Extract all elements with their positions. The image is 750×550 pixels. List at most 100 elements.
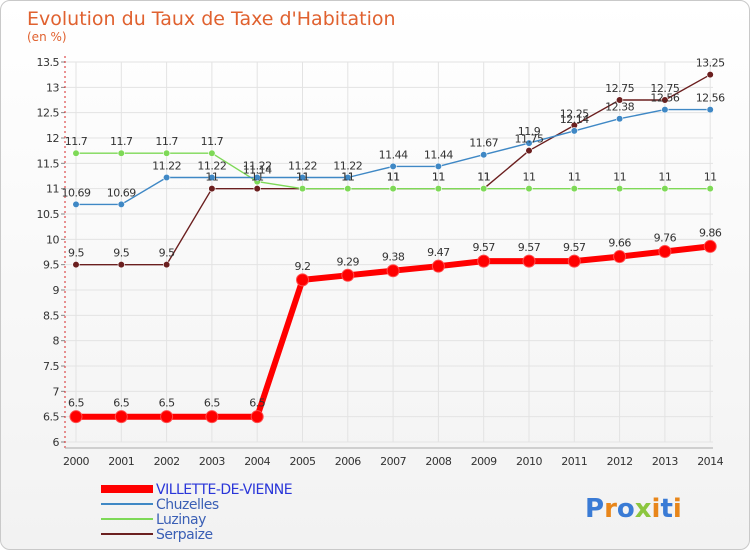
y-tick-label: 8.5	[43, 309, 59, 322]
data-label: 9.57	[518, 241, 541, 254]
data-label: 11.22	[243, 160, 272, 173]
data-label: 12.25	[560, 107, 589, 120]
y-tick-label: 11.5	[37, 157, 60, 170]
data-point	[434, 162, 443, 170]
legend-label: Serpaize	[156, 527, 213, 543]
data-label: 11.67	[469, 137, 498, 150]
chart-title: Evolution du Taux de Taxe d'Habitation	[27, 8, 396, 30]
data-label: 11.22	[152, 160, 181, 173]
data-point	[298, 185, 307, 193]
x-tick-label: 2009	[471, 455, 497, 468]
data-point	[114, 410, 128, 424]
legend-label: VILLETTE-DE-VIENNE	[156, 482, 292, 498]
data-point	[72, 149, 80, 157]
x-tick-label: 2008	[425, 455, 451, 468]
logo-letter: o	[617, 494, 635, 524]
data-label: 11.22	[197, 160, 226, 173]
series-lines	[69, 71, 717, 424]
x-tick-label: 2010	[516, 455, 542, 468]
data-label: 12.75	[605, 82, 634, 95]
data-point	[389, 185, 397, 193]
logo-letter: i	[673, 494, 682, 524]
x-tick-label: 2011	[561, 455, 587, 468]
data-label: 11	[613, 171, 626, 184]
data-label: 11	[658, 171, 671, 184]
data-point	[615, 185, 624, 193]
data-label: 11.7	[65, 135, 88, 148]
data-point	[344, 185, 352, 193]
data-label: 9.2	[295, 260, 311, 273]
x-tick-label: 2014	[697, 455, 723, 468]
data-label: 11.7	[155, 135, 178, 148]
data-label: 10.69	[62, 186, 91, 199]
data-point	[613, 250, 627, 264]
y-tick-label: 11	[46, 183, 59, 196]
data-point	[253, 173, 261, 182]
data-point	[658, 244, 672, 258]
data-point	[389, 162, 397, 170]
data-point	[522, 254, 536, 268]
data-label: 9.29	[337, 255, 360, 268]
data-point	[480, 185, 488, 193]
data-labels: 10.69 10.69 11.22 11.22 11.22 11.22 11.22 11.44…	[62, 57, 726, 410]
data-point	[615, 96, 624, 104]
data-label: 11	[704, 171, 717, 184]
y-tick-label: 7.5	[43, 360, 59, 373]
data-label: 12.56	[696, 92, 725, 105]
data-point	[386, 264, 400, 278]
data-point	[344, 173, 352, 182]
logo-letter: r	[604, 494, 617, 524]
data-point	[477, 254, 491, 268]
logo-letter: P	[585, 494, 604, 524]
grid	[65, 61, 713, 443]
x-tick-label: 2004	[244, 455, 270, 468]
data-point	[341, 268, 355, 282]
data-point	[163, 149, 171, 157]
data-label: 13.25	[696, 57, 725, 70]
x-tick-label: 2013	[652, 455, 678, 468]
data-label: 9.57	[563, 241, 586, 254]
legend-label: Chuzelles	[156, 497, 219, 513]
x-tick-label: 2005	[290, 455, 316, 468]
logo-letter: x	[635, 494, 652, 524]
data-label: 11.9	[518, 125, 541, 138]
data-point	[208, 149, 216, 157]
legend-label: Luzinay	[156, 512, 206, 528]
logo-letter: t	[660, 494, 672, 524]
data-point	[570, 127, 578, 135]
data-label: 11	[205, 171, 218, 184]
y-tick-label: 7	[53, 385, 60, 398]
data-label: 11.44	[379, 148, 408, 161]
x-tick-label: 2007	[380, 455, 406, 468]
data-label: 12.56	[650, 92, 679, 105]
chart-subtitle: (en %)	[27, 30, 67, 44]
data-label: 11	[387, 171, 400, 184]
y-tick-label: 12	[46, 132, 59, 145]
y-tick-label: 6	[53, 436, 60, 449]
data-label: 11.7	[110, 135, 133, 148]
data-point	[525, 147, 533, 155]
data-point	[480, 151, 488, 159]
legend: VILLETTE-DE-VIENNEChuzellesLuzinaySerpai…	[101, 482, 293, 543]
logo-letter: i	[652, 494, 661, 524]
data-label: 6.5	[113, 397, 129, 410]
data-point	[160, 410, 174, 424]
data-label: 9.38	[382, 251, 405, 264]
data-point	[205, 410, 219, 424]
data-label: 9.57	[472, 241, 495, 254]
data-point	[253, 185, 261, 193]
data-label: 11	[341, 171, 354, 184]
data-point	[208, 185, 216, 193]
y-tick-label: 13.5	[37, 56, 60, 69]
data-label: 9.5	[159, 247, 175, 260]
data-label: 9.5	[113, 247, 129, 260]
data-point	[69, 410, 83, 424]
y-tick-label: 12.5	[37, 107, 60, 120]
data-label: 9.47	[427, 246, 450, 259]
x-tick-label: 2003	[199, 455, 225, 468]
proxiti-logo-text: Proxiti	[585, 494, 682, 524]
data-point	[117, 149, 125, 157]
y-tick-label: 6.5	[43, 411, 59, 424]
data-point	[72, 261, 80, 269]
y-tick-label: 13	[46, 81, 59, 94]
